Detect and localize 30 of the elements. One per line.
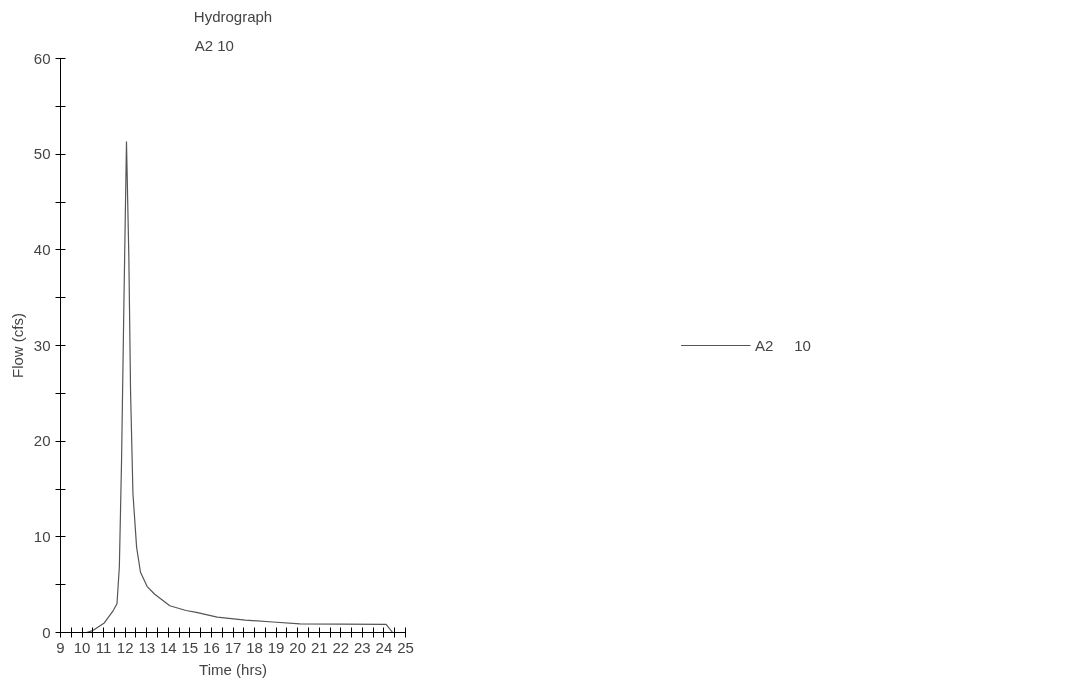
x-tick-label: 20 [289,638,307,656]
x-tick-label: 10 [73,638,91,656]
legend-label: A2 10 [755,336,811,354]
y-axis-title: Flow (cfs) [8,313,26,378]
x-tick-label: 11 [95,638,112,656]
y-tick-label: 0 [42,623,51,641]
x-tick-label: 18 [246,638,263,656]
x-tick-label: 15 [181,638,199,656]
x-tick-label: 17 [224,638,242,656]
chart-subtitle: A2 10 [194,36,234,54]
x-tick-label: 23 [354,638,371,656]
y-tick-label: 50 [33,145,51,163]
x-tick-label: 16 [203,638,220,656]
y-tick-label: 10 [33,527,51,545]
x-tick-label: 12 [116,638,134,656]
y-tick-label: 30 [33,336,51,354]
y-tick-label: 40 [33,240,51,258]
x-tick-label: 9 [56,638,65,656]
x-tick-label: 14 [159,638,177,656]
y-tick-label: 60 [33,49,51,67]
x-tick-label: 13 [138,638,156,656]
chart-title: Hydrograph [193,7,273,25]
x-tick-label: 24 [375,638,393,656]
x-axis-title: Time (hrs) [199,660,267,678]
x-tick-label: 25 [397,638,414,656]
y-tick-label: 20 [33,432,51,450]
x-tick-label: 19 [267,638,285,656]
x-tick-label: 22 [332,638,350,656]
x-tick-label: 21 [310,638,328,656]
line-series [85,141,394,633]
